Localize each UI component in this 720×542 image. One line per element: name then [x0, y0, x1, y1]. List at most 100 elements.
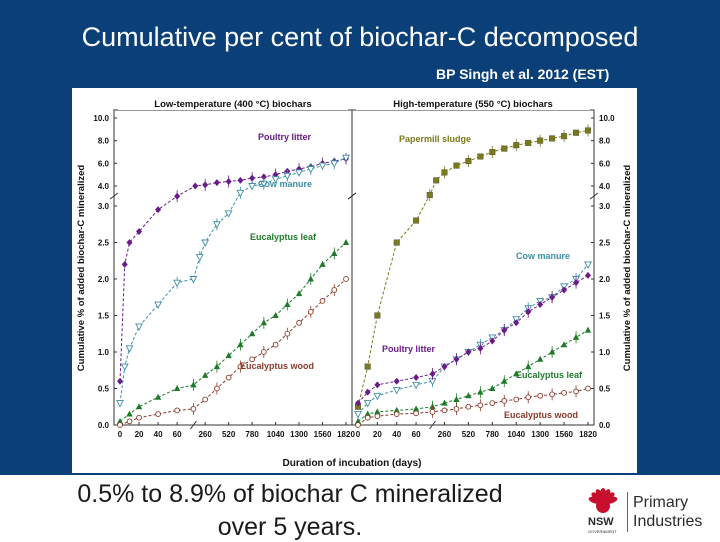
x-tick-label: 60 — [412, 430, 421, 439]
data-point — [224, 210, 233, 218]
data-point — [343, 276, 349, 282]
series-label: Eucalyptus leaf — [250, 232, 317, 242]
data-point — [393, 406, 400, 413]
y-tick-label: 6.0 — [98, 159, 110, 168]
data-point — [135, 323, 143, 331]
y-tick-label: 3.0 — [98, 202, 110, 211]
data-point — [121, 260, 128, 268]
y-tick-label: 1.5 — [599, 312, 611, 321]
data-point — [306, 166, 315, 174]
data-point — [331, 249, 338, 256]
data-point — [465, 158, 472, 165]
data-point — [477, 402, 484, 409]
data-point — [441, 169, 448, 176]
data-point — [116, 417, 124, 424]
data-point — [364, 410, 371, 417]
data-point — [549, 391, 555, 398]
data-point — [513, 319, 520, 327]
series-label: Eucalyptus wood — [504, 410, 578, 420]
data-point — [135, 403, 143, 410]
data-point — [319, 298, 326, 304]
data-point — [213, 363, 221, 370]
data-point — [155, 206, 162, 214]
data-point — [525, 363, 532, 370]
data-point — [117, 422, 123, 428]
data-point — [561, 286, 568, 294]
axis-break-mark — [109, 192, 119, 200]
y-tick-label: 1.0 — [98, 348, 110, 357]
y-tick-label: 6.0 — [599, 159, 611, 168]
x-tick-label: 780 — [486, 430, 500, 439]
data-point — [584, 326, 592, 333]
x-tick-label: 20 — [135, 430, 144, 439]
data-point — [354, 411, 362, 419]
data-point — [393, 377, 400, 385]
waratah-logo-icon — [588, 488, 618, 513]
data-point — [513, 142, 520, 149]
y-tick-label: 1.5 — [98, 312, 110, 321]
data-point — [489, 385, 496, 391]
x-tick-label: 1300 — [290, 430, 308, 439]
data-point — [413, 374, 420, 382]
data-point — [248, 183, 257, 191]
data-point — [120, 363, 129, 372]
data-point — [190, 406, 197, 412]
y-tick-label: 2.0 — [599, 275, 611, 284]
x-tick-label: 20 — [373, 430, 382, 439]
data-point — [260, 319, 268, 326]
data-point — [284, 330, 291, 337]
data-point — [125, 345, 134, 353]
y-tick-label: 0.5 — [599, 385, 611, 394]
y-tick-label: 10.0 — [93, 114, 109, 123]
panel-title: High-temperature (550 °C) biochars — [393, 99, 553, 110]
data-point — [549, 135, 556, 142]
data-point — [441, 399, 448, 406]
data-point — [393, 411, 400, 417]
x-tick-label: 1300 — [531, 430, 549, 439]
data-point — [412, 405, 420, 412]
data-point — [513, 396, 520, 403]
y-tick-label: 0.0 — [98, 421, 110, 430]
data-point — [441, 407, 448, 414]
data-point — [585, 127, 592, 134]
x-tick-label: 520 — [222, 430, 236, 439]
data-point — [374, 413, 381, 420]
data-point — [296, 319, 302, 326]
data-point — [173, 279, 182, 288]
axis-break-mark — [589, 192, 599, 200]
data-point — [190, 381, 197, 388]
data-point — [354, 417, 362, 424]
data-point — [283, 172, 292, 181]
x-tick-label: 1040 — [507, 430, 525, 439]
data-point — [174, 407, 180, 414]
data-point — [374, 408, 381, 415]
data-point — [318, 162, 327, 171]
data-point — [155, 411, 161, 417]
data-point — [192, 182, 199, 190]
data-point — [489, 337, 496, 345]
x-tick-label: 1560 — [555, 430, 573, 439]
data-point — [501, 326, 508, 334]
data-point — [477, 344, 484, 352]
data-point — [413, 217, 420, 224]
citation: BP Singh et al. 2012 (EST) — [436, 66, 610, 82]
data-point — [364, 363, 371, 370]
x-tick-label: 260 — [198, 430, 212, 439]
data-point — [548, 348, 556, 355]
data-point — [453, 406, 460, 412]
data-point — [284, 301, 291, 308]
data-point — [237, 176, 244, 184]
data-point — [195, 254, 204, 262]
data-point — [392, 387, 401, 395]
y-tick-label: 8.0 — [98, 137, 110, 146]
data-point — [477, 153, 484, 160]
x-tick-label: 0 — [118, 430, 123, 439]
x-tick-label: 260 — [438, 430, 452, 439]
data-point — [295, 169, 304, 177]
data-point — [561, 133, 568, 140]
y-tick-label: 1.0 — [599, 348, 611, 357]
x-tick-label: 40 — [392, 430, 401, 439]
data-point — [393, 239, 400, 246]
data-point — [355, 422, 361, 428]
data-point — [364, 414, 371, 421]
